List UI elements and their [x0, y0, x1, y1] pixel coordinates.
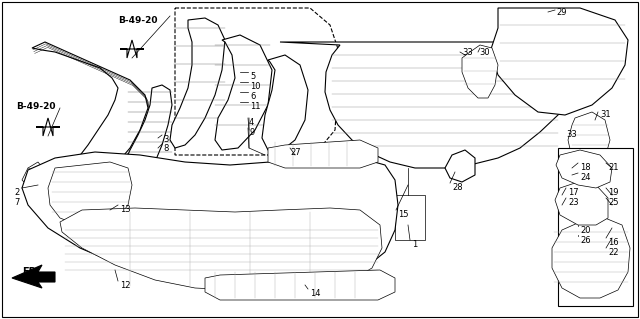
Text: 1: 1: [412, 240, 417, 249]
Polygon shape: [568, 112, 610, 168]
Text: FR.: FR.: [22, 267, 40, 277]
Text: 26: 26: [580, 236, 591, 245]
Text: 25: 25: [608, 198, 618, 207]
Text: 9: 9: [249, 128, 254, 137]
Text: 17: 17: [568, 188, 579, 197]
Polygon shape: [262, 55, 308, 152]
Text: 3: 3: [163, 135, 168, 144]
Text: 18: 18: [580, 163, 591, 172]
Polygon shape: [32, 42, 148, 200]
Polygon shape: [555, 182, 608, 225]
Polygon shape: [205, 270, 395, 300]
Text: 33: 33: [566, 130, 577, 139]
Text: 13: 13: [120, 205, 131, 214]
Circle shape: [546, 46, 574, 74]
Polygon shape: [36, 118, 60, 136]
Text: B-49-20: B-49-20: [118, 16, 157, 25]
Text: 23: 23: [568, 198, 579, 207]
Polygon shape: [12, 265, 55, 288]
Text: 15: 15: [398, 210, 408, 219]
Text: 10: 10: [250, 82, 260, 91]
Polygon shape: [125, 85, 172, 178]
Text: 5: 5: [250, 72, 255, 81]
Bar: [607, 193, 617, 203]
Text: 20: 20: [580, 226, 591, 235]
Circle shape: [583, 35, 597, 49]
Polygon shape: [552, 218, 630, 298]
Text: 22: 22: [608, 248, 618, 257]
Polygon shape: [170, 18, 225, 148]
Bar: [395, 195, 425, 240]
Text: 8: 8: [163, 144, 168, 153]
Text: 21: 21: [608, 163, 618, 172]
Circle shape: [523, 78, 537, 92]
Polygon shape: [462, 45, 498, 98]
Text: 6: 6: [250, 92, 255, 101]
Text: 16: 16: [608, 238, 619, 247]
Circle shape: [554, 126, 566, 138]
Text: 7: 7: [14, 198, 19, 207]
Polygon shape: [22, 162, 48, 190]
Circle shape: [604, 64, 616, 76]
Polygon shape: [268, 140, 378, 168]
Bar: [607, 163, 617, 173]
Polygon shape: [490, 8, 628, 115]
Bar: [558, 148, 633, 306]
Text: 31: 31: [600, 110, 611, 119]
Text: 30: 30: [479, 48, 490, 57]
Text: 11: 11: [250, 102, 260, 111]
Polygon shape: [60, 208, 382, 290]
Polygon shape: [22, 152, 398, 288]
Bar: [607, 223, 617, 233]
Circle shape: [456, 44, 468, 56]
Polygon shape: [556, 150, 612, 188]
Polygon shape: [445, 150, 475, 182]
Text: 19: 19: [608, 188, 618, 197]
Polygon shape: [215, 35, 272, 150]
Text: 12: 12: [120, 281, 131, 290]
Polygon shape: [175, 8, 340, 155]
Text: 27: 27: [290, 148, 301, 157]
Text: 14: 14: [310, 289, 321, 298]
Text: 2: 2: [14, 188, 19, 197]
Text: 28: 28: [452, 183, 463, 192]
Circle shape: [520, 32, 536, 48]
Text: 24: 24: [580, 173, 591, 182]
Polygon shape: [120, 40, 144, 58]
Text: 4: 4: [249, 118, 254, 127]
Circle shape: [538, 38, 582, 82]
Text: B-49-20: B-49-20: [16, 102, 56, 111]
Polygon shape: [48, 162, 132, 225]
Text: 33: 33: [462, 48, 473, 57]
Polygon shape: [280, 42, 578, 168]
Text: 29: 29: [556, 8, 566, 17]
